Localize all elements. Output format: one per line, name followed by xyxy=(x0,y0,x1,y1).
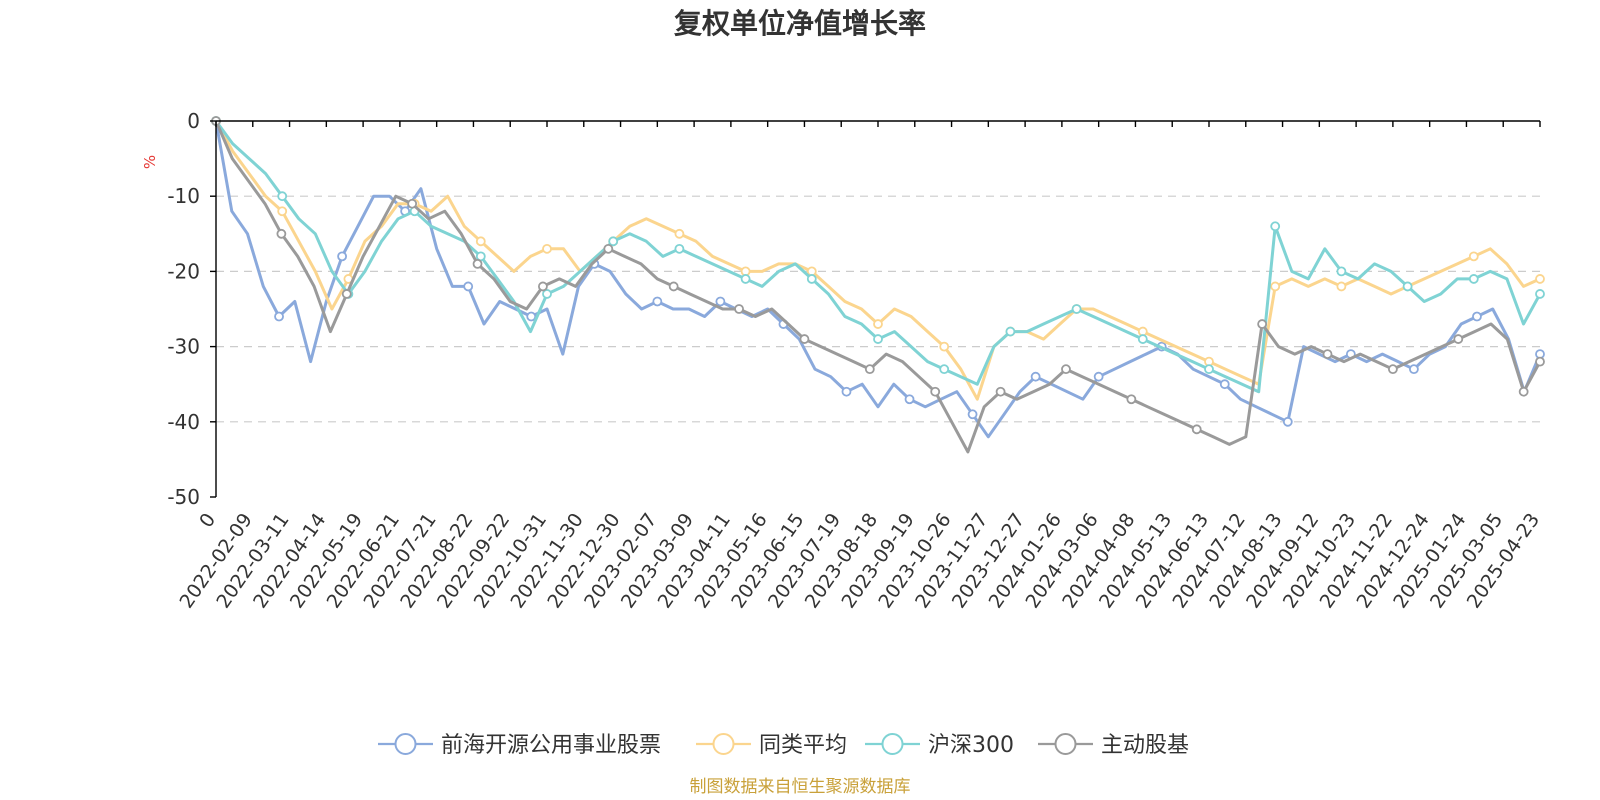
data-point xyxy=(1535,289,1545,299)
data-point xyxy=(1409,364,1419,375)
data-point xyxy=(939,364,950,375)
x-tick-label: 0 xyxy=(195,509,220,532)
data-point xyxy=(1005,326,1016,337)
data-point xyxy=(734,304,744,314)
data-point xyxy=(873,319,883,329)
data-point xyxy=(668,281,679,292)
y-tick-label: -40 xyxy=(167,410,200,434)
data-point xyxy=(904,394,915,405)
source-note: 制图数据来自恒生聚源数据库 xyxy=(690,777,911,797)
legend: 前海开源公用事业股票 同类平均 沪深300 主动股基 xyxy=(378,733,1189,758)
data-point xyxy=(341,289,352,299)
data-point xyxy=(1071,304,1082,314)
data-point xyxy=(674,243,685,254)
legend-label: 主动股基 xyxy=(1101,733,1189,758)
series-line xyxy=(214,120,1542,394)
legend-label: 同类平均 xyxy=(759,733,847,758)
data-point xyxy=(276,228,287,239)
data-point xyxy=(1257,319,1268,329)
data-point xyxy=(674,228,685,239)
data-point xyxy=(806,274,817,284)
legend-item[interactable]: 沪深300 xyxy=(865,733,1014,758)
data-point xyxy=(715,296,726,307)
chart-title: 复权单位净值增长率 xyxy=(674,7,926,40)
data-point xyxy=(864,364,875,375)
legend-swatch-marker xyxy=(394,733,417,755)
data-point xyxy=(1336,281,1347,292)
y-tick-label: 0 xyxy=(187,109,200,133)
data-point xyxy=(542,243,552,254)
grid-layer xyxy=(216,195,1540,423)
y-tick-label: -20 xyxy=(167,259,200,283)
data-point xyxy=(603,243,614,254)
series-line xyxy=(214,120,1542,439)
data-point xyxy=(1270,221,1281,232)
data-point xyxy=(1518,386,1529,397)
series-3 xyxy=(211,116,1545,394)
data-point xyxy=(967,409,978,420)
data-point xyxy=(337,251,347,262)
data-point xyxy=(1219,379,1230,390)
data-point xyxy=(1453,334,1464,344)
legend-swatch-marker xyxy=(712,733,735,755)
data-point xyxy=(1191,424,1202,435)
data-point xyxy=(652,296,663,307)
data-point xyxy=(930,386,941,397)
data-point xyxy=(1535,356,1545,367)
data-point xyxy=(1093,371,1104,382)
data-point xyxy=(841,386,852,397)
data-point xyxy=(538,281,548,292)
data-point xyxy=(873,334,883,344)
data-point xyxy=(1137,334,1148,344)
data-point xyxy=(407,198,418,209)
data-point xyxy=(1061,364,1071,375)
data-point xyxy=(1270,281,1281,292)
data-point xyxy=(475,236,486,247)
series-1 xyxy=(211,116,1545,439)
legend-item[interactable]: 前海开源公用事业股票 xyxy=(378,733,661,758)
data-point xyxy=(463,281,474,292)
legend-item[interactable]: 同类平均 xyxy=(696,733,847,758)
series-layer xyxy=(211,116,1545,454)
data-point xyxy=(740,274,751,284)
data-point xyxy=(542,289,552,299)
data-point xyxy=(472,258,483,269)
data-point xyxy=(1402,281,1413,292)
series-4 xyxy=(211,116,1545,454)
data-point xyxy=(939,341,950,352)
data-point xyxy=(1282,416,1293,427)
data-point xyxy=(1535,274,1545,284)
data-point xyxy=(1336,266,1347,277)
data-point xyxy=(1468,251,1479,262)
legend-swatch-marker xyxy=(1054,733,1077,755)
data-point xyxy=(277,191,288,202)
y-tick-label: -30 xyxy=(167,335,200,359)
data-point xyxy=(1468,274,1479,284)
legend-label: 前海开源公用事业股票 xyxy=(441,733,661,758)
series-line xyxy=(214,120,1542,454)
data-point xyxy=(274,311,284,322)
data-point xyxy=(1472,311,1482,322)
data-point xyxy=(1322,349,1333,360)
data-point xyxy=(1204,364,1214,375)
y-tick-label: -10 xyxy=(167,184,200,208)
axis-layer: 0-10-20-30-40-5002022-02-092022-03-11202… xyxy=(167,109,1544,612)
legend-item[interactable]: 主动股基 xyxy=(1038,733,1189,758)
data-point xyxy=(526,311,537,322)
data-point xyxy=(1030,371,1041,382)
data-point xyxy=(1126,394,1137,405)
data-point xyxy=(608,236,619,247)
y-tick-label: -50 xyxy=(167,485,200,509)
legend-label: 沪深300 xyxy=(928,733,1014,758)
y-axis-unit-label: % xyxy=(141,155,159,169)
data-point xyxy=(277,206,288,217)
legend-swatch-marker xyxy=(881,733,904,755)
data-point xyxy=(995,386,1006,397)
data-point xyxy=(799,334,810,344)
data-point xyxy=(1387,364,1398,375)
